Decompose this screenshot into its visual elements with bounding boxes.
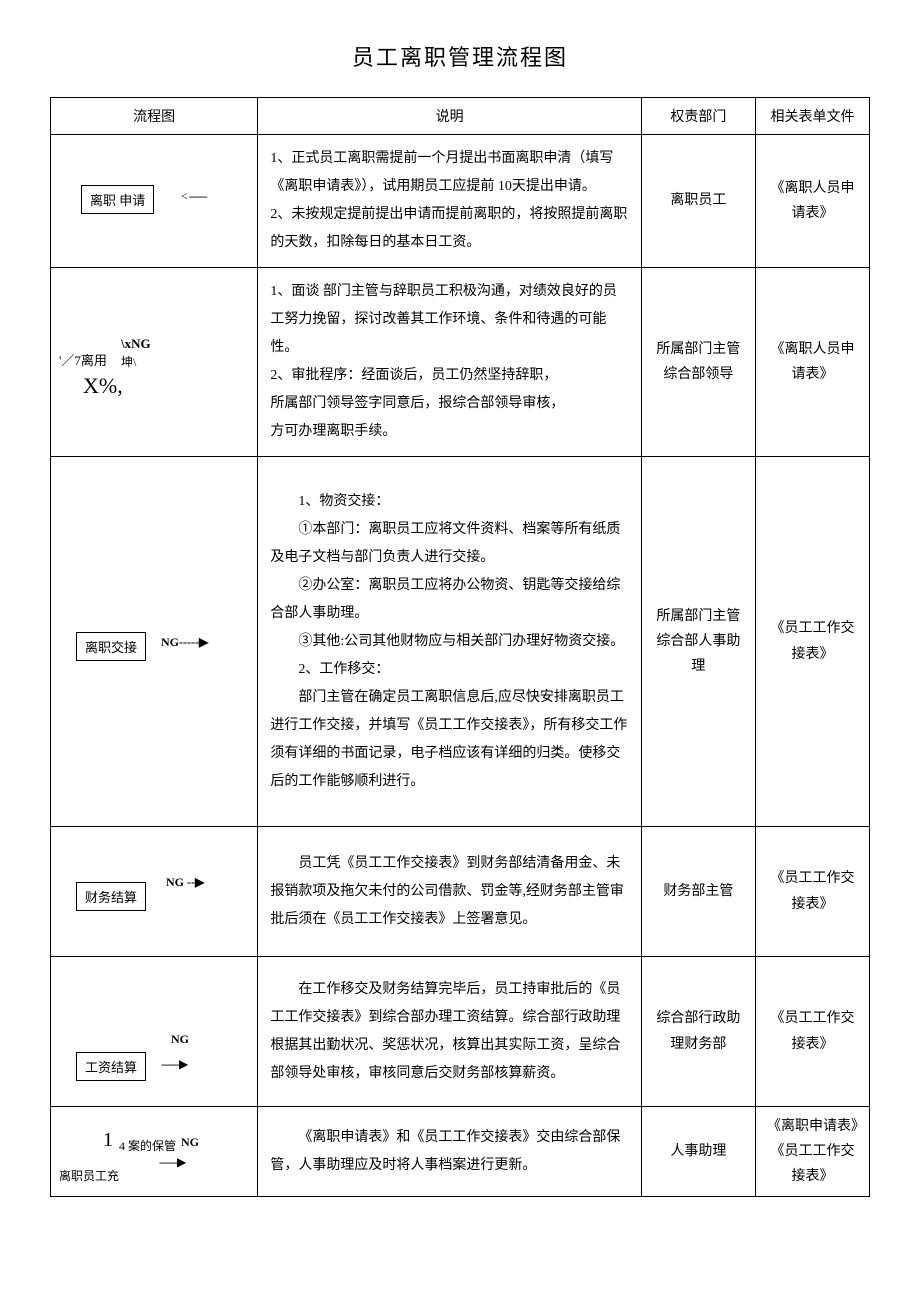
desc-cell-5: 在工作移交及财务结算完毕后，员工持审批后的《员工工作交接表》到综合部办理工资结算… [258, 957, 642, 1107]
header-desc: 说明 [258, 98, 642, 135]
dept-cell-4: 财务部主管 [641, 827, 755, 957]
flow-cell-2: '／7离用 \xNG 坤\ X%, [51, 268, 258, 457]
desc-cell-1: 1、正式员工离职需提前一个月提出书面离职申清（填写《离职申请表》），试用期员工应… [258, 135, 642, 268]
form-cell-4: 《员工工作交接表》 [755, 827, 869, 957]
desc-line: 2、审批程序：经面谈后，员工仍然坚持辞职， [270, 362, 629, 390]
table-row: 财务结算 NG --▶ 员工凭《员工工作交接表》到财务部结清备用金、未报销款项及… [51, 827, 870, 957]
dept-cell-5: 综合部行政助理财务部 [641, 957, 755, 1107]
header-dept: 权责部门 [641, 98, 755, 135]
flow-text: \xNG [121, 336, 151, 352]
dept-cell-1: 离职员工 [641, 135, 755, 268]
flow-cell-1: 离职 申请 < ------ [51, 135, 258, 268]
desc-line: 员工凭《员工工作交接表》到财务部结清备用金、未报销款项及拖欠未付的公司借款、罚金… [270, 850, 629, 934]
flow-text: X%, [83, 373, 123, 399]
form-cell-5: 《员工工作交接表》 [755, 957, 869, 1107]
header-flow: 流程图 [51, 98, 258, 135]
table-row: 1 4 案的保管 NG ------▶ 离职员工充 《离职申请表》和《员工工作交… [51, 1107, 870, 1197]
flow-cell-6: 1 4 案的保管 NG ------▶ 离职员工充 [51, 1107, 258, 1197]
desc-cell-3: 1、物资交接： ①本部门：离职员工应将文件资料、档案等所有纸质及电子文档与部门负… [258, 457, 642, 827]
flow-text: 离职员工充 [59, 1167, 119, 1184]
flow-text: '／7离用 [59, 350, 107, 369]
table-row: '／7离用 \xNG 坤\ X%, 1、面谈 部门主管与辞职员工积极沟通，对绩效… [51, 268, 870, 457]
desc-line: ③其他:公司其他财物应与相关部门办理好物资交接。 [270, 628, 629, 656]
table-row: 离职交接 NG-----▶ 1、物资交接： ①本部门：离职员工应将文件资料、档案… [51, 457, 870, 827]
desc-line: ①本部门：离职员工应将文件资料、档案等所有纸质及电子文档与部门负责人进行交接。 [270, 516, 629, 572]
form-cell-6: 《离职申请表》《员工工作交接表》 [755, 1107, 869, 1197]
dept-cell-2: 所属部门主管综合部领导 [641, 268, 755, 457]
flow-ng: NG [181, 1135, 199, 1150]
form-cell-1: 《离职人员申请表》 [755, 135, 869, 268]
form-cell-3: 《员工工作交接表》 [755, 457, 869, 827]
flow-cell-3: 离职交接 NG-----▶ [51, 457, 258, 827]
desc-cell-6: 《离职申请表》和《员工工作交接表》交由综合部保管，人事助理应及时将人事档案进行更… [258, 1107, 642, 1197]
flow-box-salary: 工资结算 [76, 1052, 146, 1081]
flow-ng: NG-----▶ [161, 635, 208, 650]
header-form: 相关表单文件 [755, 98, 869, 135]
header-row: 流程图 说明 权责部门 相关表单文件 [51, 98, 870, 135]
flow-text: 1 [103, 1129, 113, 1152]
flow-text: 4 案的保管 [119, 1137, 176, 1154]
flow-arrow: < ------ [181, 189, 207, 204]
desc-line: 1、正式员工离职需提前一个月提出书面离职申清（填写《离职申请表》），试用期员工应… [270, 145, 629, 201]
form-cell-2: 《离职人员申请表》 [755, 268, 869, 457]
dept-cell-6: 人事助理 [641, 1107, 755, 1197]
desc-line: 2、工作移交： [270, 656, 629, 684]
desc-cell-2: 1、面谈 部门主管与辞职员工积极沟通，对绩效良好的员工努力挽留，探讨改善其工作环… [258, 268, 642, 457]
flow-cell-5: NG 工资结算 ------▶ [51, 957, 258, 1107]
desc-line: 《离职申请表》和《员工工作交接表》交由综合部保管，人事助理应及时将人事档案进行更… [270, 1124, 629, 1180]
desc-line: 部门主管在确定员工离职信息后,应尽快安排离职员工进行工作交接，并填写《员工工作交… [270, 684, 629, 796]
flow-arrow: ------▶ [159, 1155, 185, 1170]
flow-ng: NG --▶ [166, 875, 204, 890]
desc-line: 在工作移交及财务结算完毕后，员工持审批后的《员工工作交接表》到综合部办理工资结算… [270, 976, 629, 1088]
table-row: 离职 申请 < ------ 1、正式员工离职需提前一个月提出书面离职申清（填写… [51, 135, 870, 268]
flow-box-finance: 财务结算 [76, 882, 146, 911]
desc-line: 2、未按规定提前提出申请而提前离职的，将按照提前离职的天数，扣除每日的基本日工资… [270, 201, 629, 257]
flow-text: 坤\ [121, 353, 136, 370]
desc-line: ②办公室：离职员工应将办公物资、钥匙等交接给综合部人事助理。 [270, 572, 629, 628]
desc-line: 1、面谈 部门主管与辞职员工积极沟通，对绩效良好的员工努力挽留，探讨改善其工作环… [270, 278, 629, 362]
table-row: NG 工资结算 ------▶ 在工作移交及财务结算完毕后，员工持审批后的《员工… [51, 957, 870, 1107]
page-title: 员工离职管理流程图 [50, 40, 870, 72]
flow-arrow: ------▶ [161, 1057, 187, 1072]
flow-box-handover: 离职交接 [76, 632, 146, 661]
desc-line: 1、物资交接： [270, 488, 629, 516]
flow-ng: NG [171, 1032, 189, 1047]
desc-line: 所属部门领导签字同意后，报综合部领导审核， [270, 390, 629, 418]
flow-table: 流程图 说明 权责部门 相关表单文件 离职 申请 < ------ 1、正式员工… [50, 97, 870, 1197]
flow-box-apply: 离职 申请 [81, 185, 154, 214]
flow-cell-4: 财务结算 NG --▶ [51, 827, 258, 957]
desc-line: 方可办理离职手续。 [270, 418, 629, 446]
dept-cell-3: 所属部门主管综合部人事助理 [641, 457, 755, 827]
desc-cell-4: 员工凭《员工工作交接表》到财务部结清备用金、未报销款项及拖欠未付的公司借款、罚金… [258, 827, 642, 957]
